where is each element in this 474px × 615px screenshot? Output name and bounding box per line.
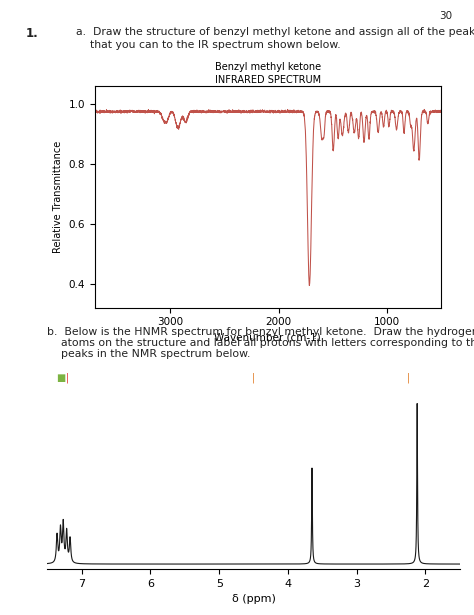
Text: b.  Below is the HNMR spectrum for benzyl methyl ketone.  Draw the hydrogen: b. Below is the HNMR spectrum for benzyl… [47, 327, 474, 337]
Title: Benzyl methyl ketone
INFRARED SPECTRUM: Benzyl methyl ketone INFRARED SPECTRUM [215, 62, 321, 85]
Text: atoms on the structure and label all protons with letters corresponding to the: atoms on the structure and label all pro… [47, 338, 474, 348]
Text: a.  Draw the structure of benzyl methyl ketone and assign all of the peaks: a. Draw the structure of benzyl methyl k… [76, 27, 474, 37]
X-axis label: δ (ppm): δ (ppm) [232, 594, 275, 604]
Text: peaks in the NMR spectrum below.: peaks in the NMR spectrum below. [47, 349, 251, 359]
Y-axis label: Relative Transmittance: Relative Transmittance [53, 141, 63, 253]
Text: |: | [65, 372, 69, 383]
Text: |: | [252, 372, 255, 383]
Text: ■: ■ [56, 373, 65, 383]
Text: |: | [407, 372, 410, 383]
Text: 30: 30 [439, 11, 453, 21]
Text: 1.: 1. [26, 27, 39, 40]
Text: that you can to the IR spectrum shown below.: that you can to the IR spectrum shown be… [76, 40, 340, 50]
X-axis label: Wavenumber (cm-1): Wavenumber (cm-1) [214, 333, 321, 343]
